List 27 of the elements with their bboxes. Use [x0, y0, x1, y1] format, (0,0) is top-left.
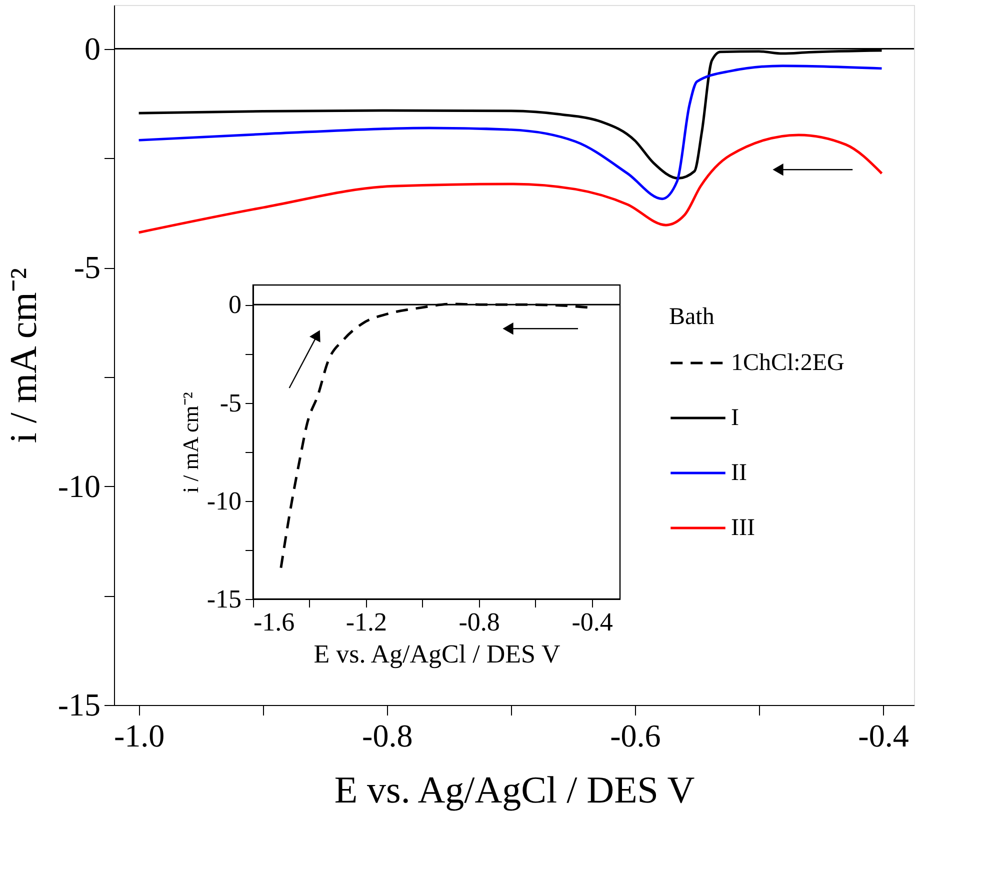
x-axis-title: E vs. Ag/AgCl / DES V	[314, 640, 560, 668]
text: 1ChCl:2EG	[731, 350, 844, 376]
line-series	[138, 64, 883, 200]
x-axis-title: E vs. Ag/AgCl / DES V	[334, 770, 696, 812]
y-tick-label: -10	[206, 486, 242, 516]
x-tick-label: -1.2	[346, 608, 388, 636]
legend-label: II	[731, 460, 747, 486]
y-tick-label: -10	[58, 468, 100, 504]
y-tick-label: 0	[84, 30, 100, 66]
legend-label: I	[731, 405, 739, 431]
x-tick-label: -0.6	[610, 718, 661, 754]
legend-label: III	[731, 515, 755, 541]
y-axis-title: i / mA cm⁻²	[2, 268, 45, 444]
x-tick-label: -0.4	[572, 608, 613, 636]
y-tick-label: -5	[220, 388, 242, 418]
y-tick-label: 0	[228, 290, 242, 320]
x-tick-label: -0.8	[362, 718, 413, 754]
y-axis-title: i / mA cm⁻²	[178, 392, 203, 493]
x-tick-label: -1.6	[254, 608, 295, 636]
x-tick-label: -0.4	[858, 718, 909, 754]
x-tick-label: -0.8	[458, 608, 500, 636]
legend-title: Bath	[669, 304, 714, 330]
x-tick-label: -1.0	[114, 718, 165, 754]
y-tick-label: -5	[74, 249, 100, 285]
line-series	[138, 134, 883, 234]
y-tick-label: -15	[206, 584, 242, 614]
y-tick-label: -15	[58, 686, 100, 722]
